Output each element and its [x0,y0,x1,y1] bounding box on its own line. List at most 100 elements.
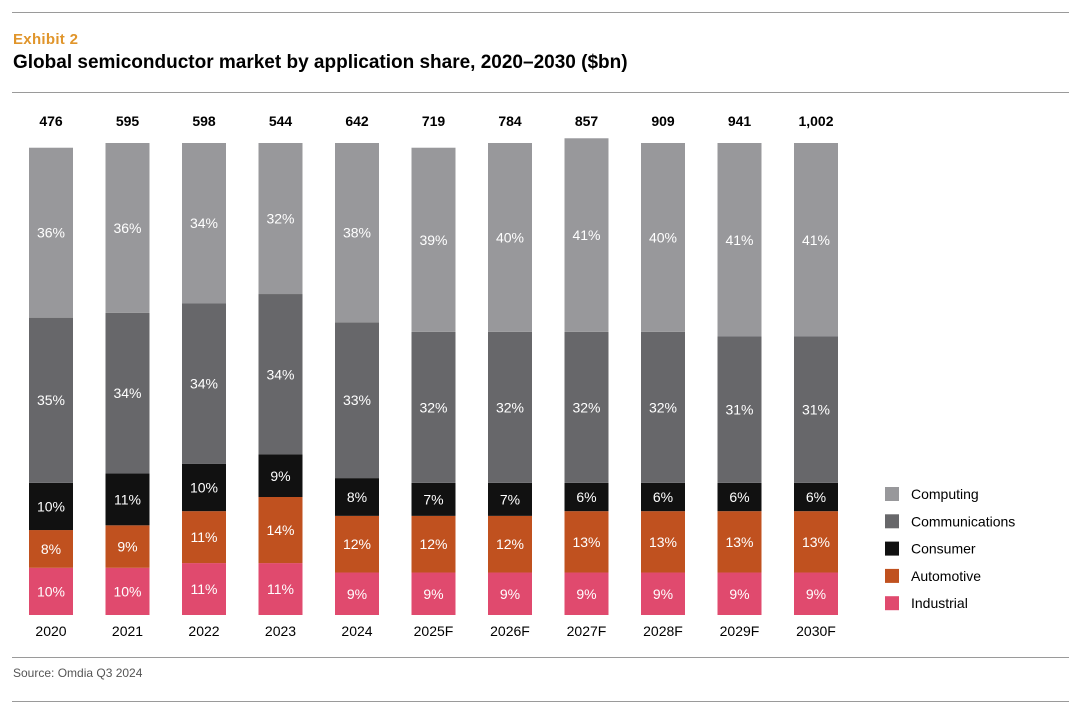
data-label-industrial-2026f: 9% [500,586,520,602]
bar-segment-automotive-2025f [411,515,456,573]
legend-label-automotive: Automotive [911,568,981,584]
total-label-2026f: 784 [498,113,522,129]
legend-swatch-automotive [885,568,899,583]
data-label-computing-2025f: 39% [419,232,447,248]
legend-label-communications: Communications [911,513,1015,529]
bar-segment-industrial-2025f [411,572,456,615]
total-label-2024: 642 [345,113,369,129]
bar-segment-communications-2021 [105,312,150,474]
bar-segment-automotive-2030f [794,511,838,573]
data-label-computing-2024: 38% [343,225,371,241]
x-tick-label-2024: 2024 [341,623,372,639]
data-label-industrial-2025f: 9% [423,586,443,602]
bar-segment-communications-2029f [717,336,762,483]
bar-segment-computing-2030f [794,143,838,337]
bar-segment-communications-2030f [794,336,838,483]
data-label-industrial-2027f: 9% [576,586,596,602]
data-label-communications-2023: 34% [266,366,294,382]
x-tick-label-2021: 2021 [112,623,143,639]
data-label-computing-2023: 32% [266,211,294,227]
bar-segment-industrial-2024 [335,572,379,615]
bar-segment-automotive-2022 [182,511,226,564]
legend-label-computing: Computing [911,486,979,502]
bar-segment-communications-2022 [182,303,226,464]
bar-segment-consumer-2030f [794,482,838,512]
data-label-automotive-2023: 14% [266,522,294,538]
bar-segment-automotive-2024 [335,515,379,573]
bar-segment-automotive-2023 [258,497,303,564]
bar-segment-consumer-2027f [564,482,609,512]
bar-segment-industrial-2029f [717,572,762,615]
data-label-consumer-2030f: 6% [806,489,826,505]
data-label-automotive-2026f: 12% [496,536,524,552]
legend-label-consumer: Consumer [911,541,976,557]
bar-segment-communications-2026f [488,331,532,483]
bar-segment-computing-2025f [411,147,456,332]
bar-segment-communications-2020 [29,317,73,483]
bar-segment-industrial-2026f [488,572,532,615]
legend-swatch-computing [885,487,899,501]
legend-swatch-consumer [885,541,899,556]
bar-segment-automotive-2028f [641,511,685,573]
data-label-communications-2027f: 32% [572,399,600,415]
data-label-computing-2026f: 40% [496,229,524,245]
legend-swatch-industrial [885,596,899,611]
data-label-automotive-2021: 9% [117,539,137,555]
data-label-industrial-2024: 9% [347,586,367,602]
data-label-consumer-2025f: 7% [423,491,443,507]
data-label-automotive-2020: 8% [41,541,61,557]
total-label-2027f: 857 [575,113,599,129]
bar-segment-automotive-2027f [564,511,609,573]
bar-segment-industrial-2021 [105,567,150,615]
total-label-2020: 476 [39,113,63,129]
data-label-automotive-2028f: 13% [649,534,677,550]
total-label-2021: 595 [116,113,140,129]
bar-segment-automotive-2021 [105,525,150,568]
bar-segment-communications-2027f [564,331,609,483]
legend-label-industrial: Industrial [911,595,968,611]
title-rule [12,92,1069,93]
x-tick-label-2025f: 2025F [414,623,454,639]
data-label-communications-2025f: 32% [419,399,447,415]
bar-segment-industrial-2028f [641,572,685,615]
data-label-consumer-2029f: 6% [729,489,749,505]
x-tick-label-2023: 2023 [265,623,296,639]
data-label-consumer-2026f: 7% [500,491,520,507]
data-label-communications-2024: 33% [343,392,371,408]
data-label-communications-2021: 34% [113,385,141,401]
data-label-consumer-2023: 9% [270,468,290,484]
data-label-communications-2026f: 32% [496,399,524,415]
bar-segment-automotive-2020 [29,530,73,568]
data-label-computing-2020: 36% [37,225,65,241]
bar-segment-communications-2028f [641,331,685,483]
data-label-consumer-2028f: 6% [653,489,673,505]
data-label-consumer-2024: 8% [347,489,367,505]
total-label-2025f: 719 [422,113,446,129]
bar-segment-computing-2021 [105,143,150,313]
total-label-2029f: 941 [728,113,752,129]
bar-segment-industrial-2023 [258,563,303,615]
data-label-industrial-2022: 11% [191,581,218,597]
bar-segment-industrial-2022 [182,563,226,615]
top-rule [12,12,1069,13]
data-label-industrial-2028f: 9% [653,586,673,602]
data-label-computing-2030f: 41% [802,232,830,248]
bar-segment-consumer-2026f [488,482,532,516]
data-label-automotive-2025f: 12% [419,536,447,552]
bar-segment-industrial-2030f [794,572,838,615]
data-label-computing-2027f: 41% [572,227,600,243]
footer-rule [12,701,1069,702]
bar-segment-communications-2023 [258,294,303,455]
bar-segment-consumer-2021 [105,473,150,526]
x-tick-label-2027f: 2027F [567,623,607,639]
data-label-consumer-2027f: 6% [576,489,596,505]
total-label-2022: 598 [192,113,216,129]
x-tick-label-2026f: 2026F [490,623,530,639]
bar-segment-communications-2024 [335,322,379,479]
data-label-consumer-2022: 10% [190,480,218,496]
data-label-computing-2022: 34% [190,215,218,231]
data-label-consumer-2021: 11% [114,491,141,507]
bar-segment-consumer-2028f [641,482,685,512]
bar-segment-automotive-2026f [488,515,532,573]
